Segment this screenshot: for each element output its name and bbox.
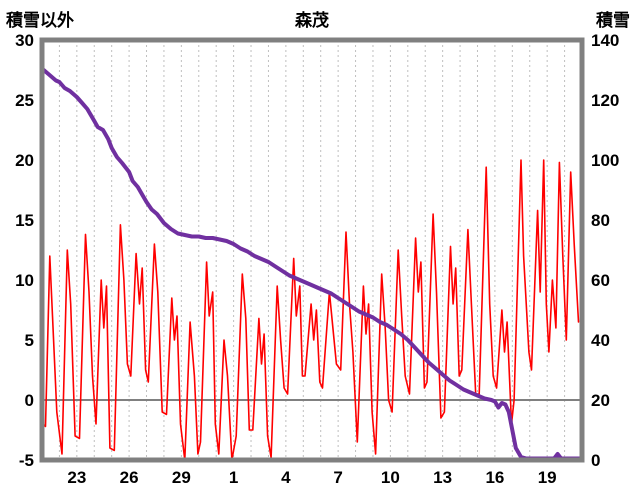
x-tick-label: 1 bbox=[229, 468, 238, 487]
y-right-tick-label: 60 bbox=[591, 271, 610, 290]
left-axis-title: 積雪以外 bbox=[6, 11, 74, 30]
right-axis-title: 積雪 bbox=[596, 11, 630, 30]
series-line-0 bbox=[42, 159, 580, 461]
y-right-tick-label: 40 bbox=[591, 331, 610, 350]
y-left-tick-label: 20 bbox=[15, 151, 34, 170]
y-right-tick-label: 100 bbox=[591, 151, 619, 170]
series-line-1 bbox=[41, 68, 583, 461]
y-left-tick-label: 5 bbox=[25, 331, 34, 350]
y-right-tick-label: 120 bbox=[591, 91, 619, 110]
y-right-tick-label: 80 bbox=[591, 211, 610, 230]
y-left-tick-label: 30 bbox=[15, 31, 34, 50]
y-left-tick-label: 0 bbox=[25, 391, 34, 410]
x-tick-label: 29 bbox=[172, 468, 191, 487]
x-tick-label: 19 bbox=[538, 468, 557, 487]
x-tick-label: 13 bbox=[433, 468, 452, 487]
chart-title: 森茂 bbox=[295, 11, 329, 30]
x-tick-label: 26 bbox=[120, 468, 139, 487]
y-left-tick-label: 15 bbox=[15, 211, 34, 230]
y-right-tick-label: 0 bbox=[591, 451, 600, 470]
x-tick-label: 4 bbox=[281, 468, 291, 487]
x-tick-label: 16 bbox=[485, 468, 504, 487]
y-right-tick-label: 140 bbox=[591, 31, 619, 50]
y-left-tick-label: -5 bbox=[19, 451, 34, 470]
y-left-tick-label: 25 bbox=[15, 91, 34, 110]
y-left-tick-label: 10 bbox=[15, 271, 34, 290]
plot-frame bbox=[39, 37, 585, 463]
x-tick-label: 10 bbox=[381, 468, 400, 487]
x-tick-label: 7 bbox=[333, 468, 342, 487]
y-right-tick-label: 20 bbox=[591, 391, 610, 410]
x-tick-label: 23 bbox=[67, 468, 86, 487]
